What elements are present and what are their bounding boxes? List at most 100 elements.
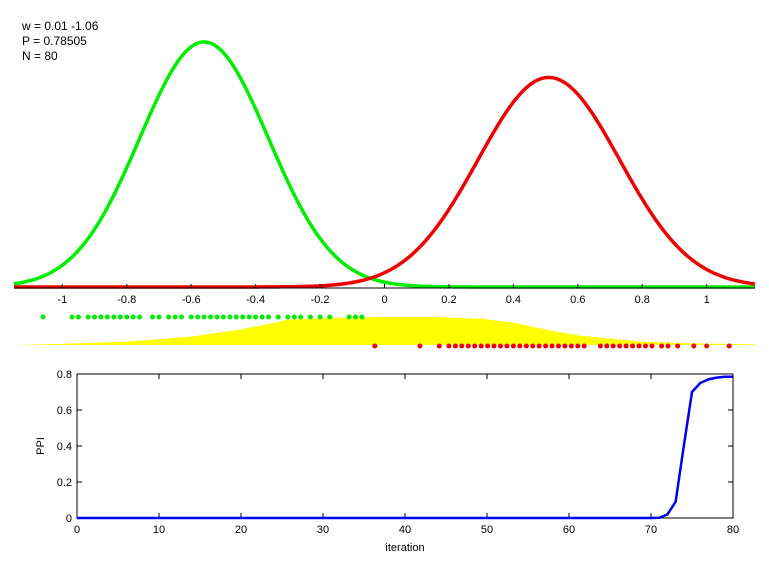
x-axis-label: iteration bbox=[385, 542, 424, 554]
green-sample-point bbox=[214, 314, 220, 320]
green-sample-point bbox=[117, 314, 123, 320]
ppi-x-tick-label: 30 bbox=[317, 524, 329, 536]
top-x-tick-label: -1 bbox=[57, 294, 67, 306]
green-sample-point bbox=[253, 314, 259, 320]
top-x-tick-label: 0 bbox=[381, 294, 387, 306]
red-sample-point bbox=[485, 343, 491, 349]
overlap-area-fill bbox=[14, 317, 755, 345]
green-sample-point bbox=[246, 314, 252, 320]
red-samples bbox=[372, 343, 732, 349]
red-sample-point bbox=[498, 343, 503, 349]
green-sample-point bbox=[150, 314, 155, 320]
green-sample-point bbox=[327, 314, 333, 320]
ppi-series bbox=[77, 375, 733, 520]
red-sample-point bbox=[459, 343, 465, 349]
red-sample-point bbox=[536, 343, 542, 349]
red-sample-point bbox=[726, 343, 732, 349]
y-axis-label: PPI bbox=[35, 437, 47, 455]
top-x-ticks: -1 -0.8 -0.6 -0.4 -0.2 0 0.2 0.4 0.6 0.8 1 bbox=[57, 284, 710, 306]
green-sample-point bbox=[220, 314, 226, 320]
green-sample-point bbox=[266, 314, 271, 320]
ppi-y-tick-label: 0.6 bbox=[57, 405, 72, 417]
green-sample-point bbox=[166, 314, 172, 320]
green-sample-point bbox=[353, 314, 358, 320]
ppi-line-0 bbox=[77, 375, 733, 520]
red-sample-point bbox=[417, 343, 423, 349]
ppi-axes-box bbox=[76, 373, 734, 519]
green-sample-point bbox=[298, 314, 304, 320]
red-sample-point bbox=[372, 343, 378, 349]
count-text: N = 80 bbox=[22, 49, 58, 63]
green-sample-point bbox=[233, 314, 239, 320]
red-sample-point bbox=[549, 343, 555, 349]
red-sample-point bbox=[604, 343, 610, 349]
density-curve-1 bbox=[14, 75, 756, 289]
red-sample-point bbox=[472, 343, 478, 349]
green-samples bbox=[40, 314, 365, 320]
density-curves bbox=[13, 40, 756, 289]
green-sample-point bbox=[317, 314, 323, 320]
green-sample-point bbox=[104, 314, 110, 320]
ppi-x-tick-label: 80 bbox=[727, 524, 739, 536]
green-sample-point bbox=[172, 314, 178, 320]
green-sample-point bbox=[156, 314, 162, 320]
red-sample-point bbox=[465, 343, 471, 349]
red-sample-point bbox=[446, 343, 452, 349]
red-sample-point bbox=[630, 343, 636, 349]
green-sample-point bbox=[124, 314, 130, 320]
red-sample-point bbox=[649, 343, 655, 349]
top-x-tick-label: 0.6 bbox=[570, 294, 585, 306]
green-sample-point bbox=[285, 314, 291, 320]
ppi-y-tick-label: 0.8 bbox=[57, 369, 72, 381]
green-sample-point bbox=[188, 314, 194, 320]
top-x-tick-label: -0.4 bbox=[246, 294, 265, 306]
ppi-y-tick-label: 0.4 bbox=[57, 441, 72, 453]
green-sample-point bbox=[227, 314, 233, 320]
green-sample-point bbox=[179, 314, 184, 320]
red-sample-point bbox=[543, 343, 549, 349]
red-sample-point bbox=[478, 343, 484, 349]
red-sample-point bbox=[504, 343, 510, 349]
red-sample-point bbox=[623, 343, 629, 349]
ppi-x-tick-label: 20 bbox=[235, 524, 247, 536]
top-x-tick-label: 0.8 bbox=[635, 294, 650, 306]
red-sample-point bbox=[704, 343, 710, 349]
green-sample-point bbox=[98, 314, 104, 320]
red-sample-point bbox=[575, 343, 581, 349]
top-x-tick-label: -0.2 bbox=[311, 294, 330, 306]
red-sample-point bbox=[491, 343, 497, 349]
red-sample-point bbox=[530, 343, 536, 349]
green-sample-point bbox=[111, 314, 117, 320]
green-sample-point bbox=[69, 314, 75, 320]
density-curve-0 bbox=[13, 40, 755, 289]
probability-text: P = 0.78505 bbox=[22, 34, 87, 48]
red-sample-point bbox=[517, 343, 523, 349]
green-sample-point bbox=[275, 314, 281, 320]
green-sample-point bbox=[208, 314, 213, 320]
red-sample-point bbox=[452, 343, 458, 349]
green-sample-point bbox=[346, 314, 352, 320]
red-sample-point bbox=[659, 343, 665, 349]
red-sample-point bbox=[556, 343, 561, 349]
top-x-tick-label: -0.8 bbox=[117, 294, 136, 306]
ppi-x-tick-label: 60 bbox=[563, 524, 575, 536]
green-sample-point bbox=[40, 314, 46, 320]
ppi-x-tick-label: 10 bbox=[153, 524, 165, 536]
green-sample-point bbox=[240, 314, 246, 320]
red-sample-point bbox=[581, 343, 587, 349]
green-sample-point bbox=[195, 314, 201, 320]
overlap-area bbox=[14, 317, 755, 345]
top-x-tick-label: 0.2 bbox=[441, 294, 456, 306]
green-sample-point bbox=[137, 314, 143, 320]
green-sample-point bbox=[359, 314, 365, 320]
red-sample-point bbox=[636, 343, 642, 349]
red-sample-point bbox=[510, 343, 516, 349]
green-sample-point bbox=[85, 314, 91, 320]
ppi-y-tick-label: 0.2 bbox=[57, 477, 72, 489]
green-sample-point bbox=[92, 314, 97, 320]
red-sample-point bbox=[436, 343, 442, 349]
ppi-x-tick-label: 0 bbox=[74, 524, 80, 536]
top-x-tick-label: 1 bbox=[704, 294, 710, 306]
green-sample-point bbox=[75, 314, 81, 320]
